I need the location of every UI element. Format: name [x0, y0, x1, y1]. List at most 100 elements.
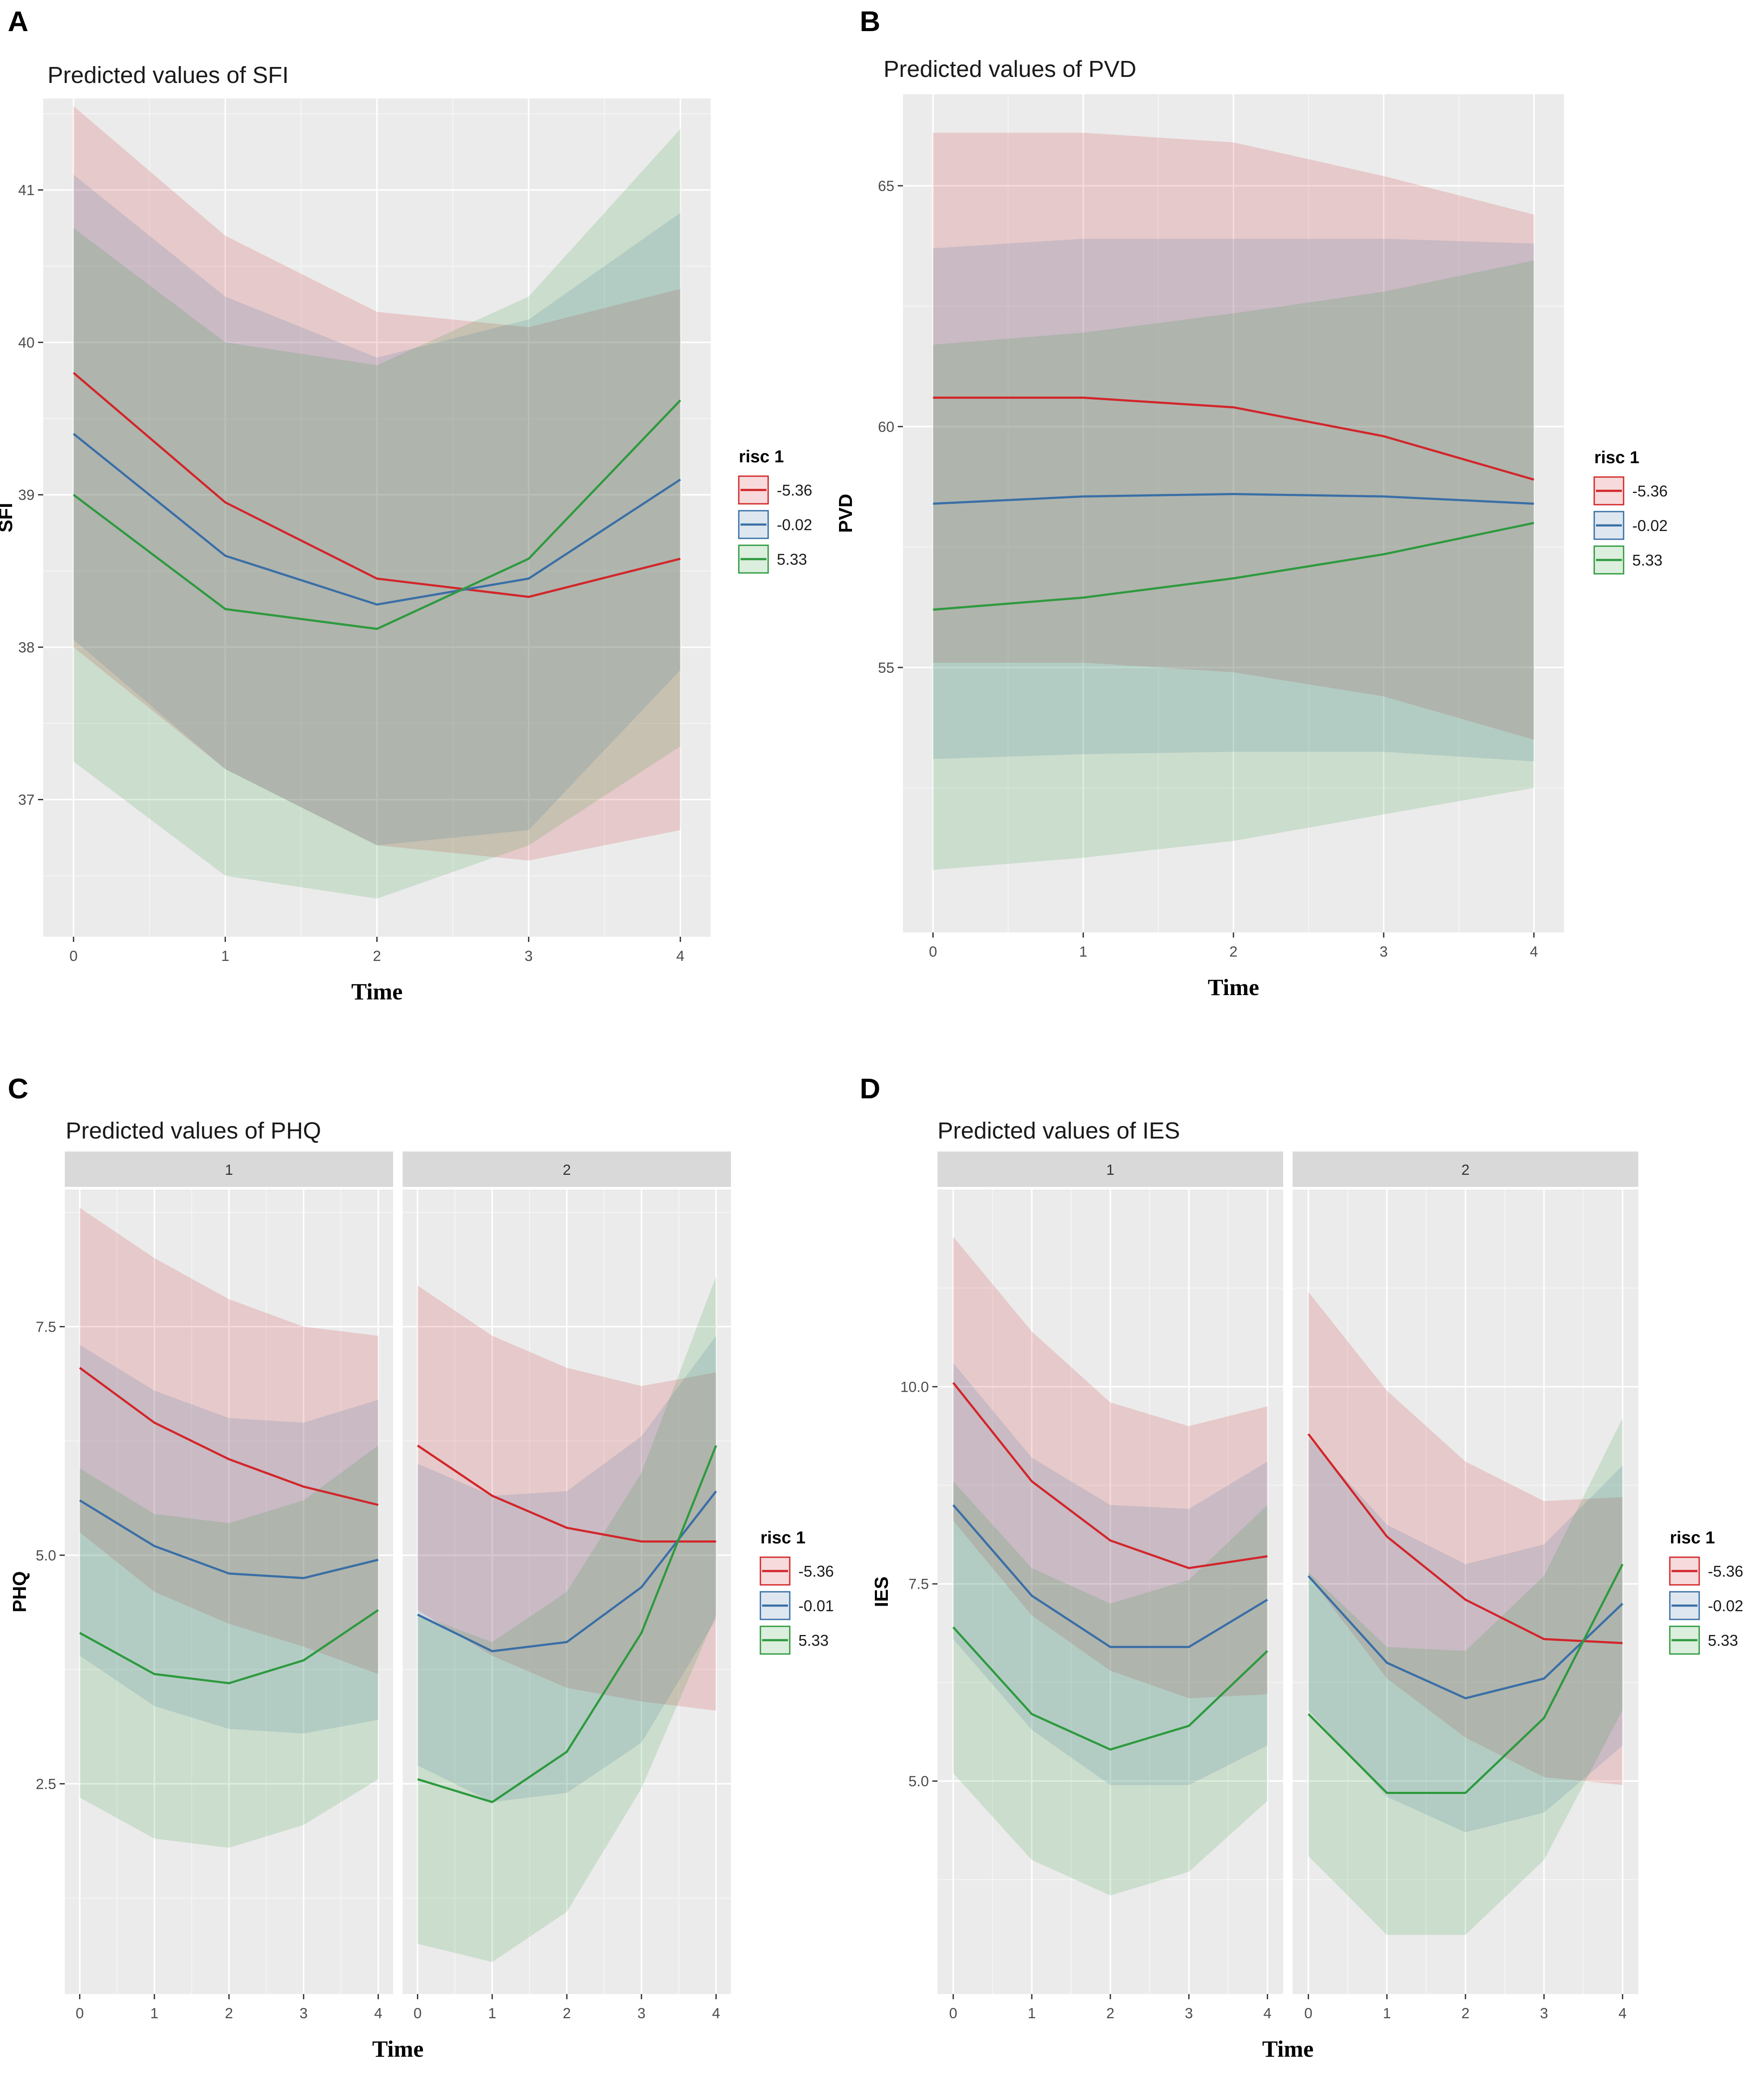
series-line-blue	[1307, 1575, 1624, 1699]
legend-label: -0.02	[777, 516, 812, 534]
gridlines	[938, 1190, 1283, 1994]
x-tick-label: 4	[1530, 944, 1538, 960]
legend-label: -0.02	[1708, 1597, 1743, 1615]
x-axis-label: Time	[1208, 974, 1259, 1000]
y-tick-label: 38	[18, 639, 35, 656]
ci-ribbon-red	[417, 1285, 716, 1711]
y-tick-label: 37	[18, 792, 35, 808]
ci-ribbon-red	[79, 1208, 378, 1674]
ci-ribbon-green	[933, 260, 1534, 870]
y-axis-label: PHQ	[9, 1571, 30, 1612]
x-axis-label: Time	[351, 979, 403, 1005]
x-tick-label: 4	[1263, 2005, 1271, 2022]
y-tick-label: 41	[18, 182, 35, 199]
chart-panel-d: D Predicted values of IES 1 0 1 2 3 4 5.0 7.5 10.0…	[860, 1072, 1743, 2062]
y-tick-label: 5.0	[909, 1773, 929, 1790]
chart-title: Predicted values of IES	[938, 1118, 1180, 1144]
ci-ribbon-blue	[79, 1345, 378, 1733]
facet-strip	[1293, 1151, 1638, 1187]
legend-label: -5.36	[777, 481, 812, 499]
x-tick-label: 1	[1028, 2005, 1036, 2022]
x-axis-label: Time	[372, 2036, 424, 2062]
facet-1: 0 1 2 3 4 37 38 39 40 41	[18, 99, 711, 964]
series-line-blue	[417, 1490, 717, 1652]
x-tick-label: 0	[76, 2005, 84, 2022]
gridlines	[1293, 1190, 1638, 1994]
x-tick-label: 4	[374, 2005, 382, 2022]
series-line-red	[417, 1444, 716, 1543]
facet-strip	[938, 1151, 1283, 1187]
legend-label: 5.33	[1708, 1632, 1738, 1649]
panel-letter: A	[8, 5, 29, 37]
legend-label: -0.02	[1632, 517, 1668, 534]
facet-strip-label: 2	[563, 1162, 571, 1178]
series-line-blue	[952, 1504, 1268, 1648]
y-axis-label: PVD	[835, 494, 856, 533]
facet-1: 1 0 1 2 3 4 5.0 7.5 10.0	[900, 1151, 1283, 2022]
ci-ribbon-green	[953, 1481, 1268, 1896]
y-tick-label: 7.5	[36, 1319, 56, 1335]
y-tick-label: 5.0	[36, 1547, 56, 1564]
y-axis-label: SFI	[0, 503, 16, 532]
ci-ribbon-blue	[73, 175, 680, 846]
x-tick-label: 2	[1106, 2005, 1115, 2022]
x-tick-label: 1	[1383, 2005, 1391, 2022]
legend: risc 1 -5.36 -0.02 5.33	[1593, 448, 1668, 575]
ci-ribbon-blue	[933, 239, 1534, 762]
x-tick-label: 3	[524, 948, 533, 964]
facet-strip	[65, 1151, 393, 1187]
ci-ribbon-red	[953, 1237, 1268, 1698]
chart-title: Predicted values of PHQ	[66, 1118, 321, 1144]
x-tick-label: 2	[1462, 2005, 1470, 2022]
facet-2: 2 0 1 2 3 4	[1293, 1151, 1638, 2022]
y-tick-label: 60	[878, 419, 894, 435]
x-tick-label: 0	[929, 944, 937, 960]
x-tick-label: 0	[70, 948, 78, 964]
legend-label: -5.36	[1632, 482, 1668, 500]
x-tick-label: 4	[1618, 2005, 1627, 2022]
ci-ribbon-red	[933, 133, 1534, 740]
x-tick-label: 3	[637, 2005, 645, 2022]
series-line-blue	[73, 433, 681, 606]
series-line-green	[73, 399, 681, 630]
facet-1: 1 0 1 2 3 4 2.5 5.0 7.5	[36, 1151, 393, 2022]
series-line-green	[417, 1445, 717, 1803]
series-line-blue	[933, 493, 1534, 505]
x-tick-label: 2	[1230, 944, 1238, 960]
series-line-green	[952, 1626, 1268, 1751]
legend-label: 5.33	[1632, 551, 1662, 569]
y-tick-label: 65	[878, 178, 894, 194]
x-tick-label: 3	[1540, 2005, 1548, 2022]
facet-1: 0 1 2 3 4 55 60 65	[878, 94, 1564, 960]
x-tick-label: 0	[949, 2005, 957, 2022]
y-tick-label: 39	[18, 487, 35, 503]
x-tick-label: 2	[373, 948, 381, 964]
x-tick-label: 4	[712, 2005, 720, 2022]
series-line-red	[933, 396, 1535, 481]
series-line-red	[79, 1367, 379, 1506]
gridlines	[903, 94, 1564, 932]
panel-letter: C	[8, 1072, 29, 1104]
ci-ribbon-green	[1308, 1418, 1623, 1935]
x-tick-label: 3	[299, 2005, 308, 2022]
facet-strip-label: 2	[1462, 1162, 1470, 1178]
x-tick-label: 0	[413, 2005, 422, 2022]
legend-label: 5.33	[798, 1632, 829, 1649]
y-tick-label: 10.0	[900, 1379, 929, 1395]
series-line-green	[1307, 1563, 1624, 1794]
x-tick-label: 1	[221, 948, 229, 964]
chart-title: Predicted values of SFI	[48, 62, 289, 88]
gridlines	[43, 99, 711, 937]
y-tick-label: 55	[878, 660, 894, 676]
legend-label: -0.01	[798, 1597, 834, 1615]
legend: risc 1 -5.36 -0.02 5.33	[738, 447, 812, 574]
series-line-blue	[79, 1499, 379, 1579]
ci-ribbon-green	[73, 129, 680, 899]
y-axis-label: IES	[871, 1577, 892, 1607]
ci-ribbon-red	[73, 106, 680, 861]
y-tick-label: 7.5	[909, 1576, 929, 1593]
facet-strip	[403, 1151, 731, 1187]
legend-title: risc 1	[1594, 448, 1640, 467]
legend-title: risc 1	[1670, 1528, 1715, 1547]
